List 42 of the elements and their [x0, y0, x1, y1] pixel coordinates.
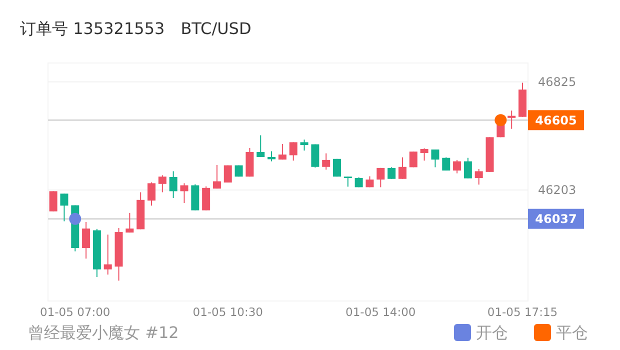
- candlestick: [256, 134, 265, 158]
- candlestick: [104, 234, 112, 276]
- candlestick: [82, 221, 90, 260]
- candlestick: [453, 159, 462, 174]
- candlestick: [344, 176, 352, 188]
- candlestick: [376, 167, 385, 188]
- y-tick-label: 46203: [538, 183, 576, 198]
- candlestick: [431, 149, 440, 168]
- ref-line-label: 46605: [535, 113, 577, 128]
- candlestick: [289, 142, 298, 162]
- candlestick: [169, 170, 178, 198]
- candlestick: [158, 174, 166, 193]
- candlestick: [464, 157, 472, 179]
- chart-title: 订单号 135321553: [20, 19, 165, 38]
- x-tick-label: 01-05 17:15: [487, 305, 558, 319]
- legend-label: 平仓: [556, 323, 588, 342]
- candlestick: [212, 164, 221, 190]
- candlestick: [398, 156, 406, 180]
- candlestick: [322, 152, 330, 170]
- candlestick: [409, 151, 418, 168]
- x-tick-label: 01-05 07:00: [40, 305, 110, 319]
- candlestick: [300, 139, 308, 152]
- candlestick: [388, 166, 396, 180]
- chart-subtitle: BTC/USD: [180, 19, 252, 38]
- candlestick: [126, 212, 134, 234]
- candlestick: [148, 182, 156, 206]
- candlestick: [442, 156, 450, 172]
- candlestick: [278, 143, 286, 160]
- candlestick: [508, 110, 516, 130]
- candlestick: [311, 144, 320, 168]
- candlestick: [180, 182, 188, 204]
- candlestick: [49, 190, 58, 212]
- candlestick: [60, 193, 68, 222]
- candlestick: [202, 186, 210, 211]
- x-tick-label: 01-05 10:30: [192, 305, 263, 319]
- candlestick: [420, 148, 428, 162]
- candlestick: [474, 168, 483, 186]
- x-tick-label: 01-05 14:00: [346, 305, 416, 319]
- legend-label: 开仓: [476, 323, 508, 342]
- y-tick-label: 46825: [538, 75, 576, 90]
- ref-line-label: 46037: [535, 212, 577, 226]
- text: 曾经最爱小魔女 #12: [28, 323, 179, 342]
